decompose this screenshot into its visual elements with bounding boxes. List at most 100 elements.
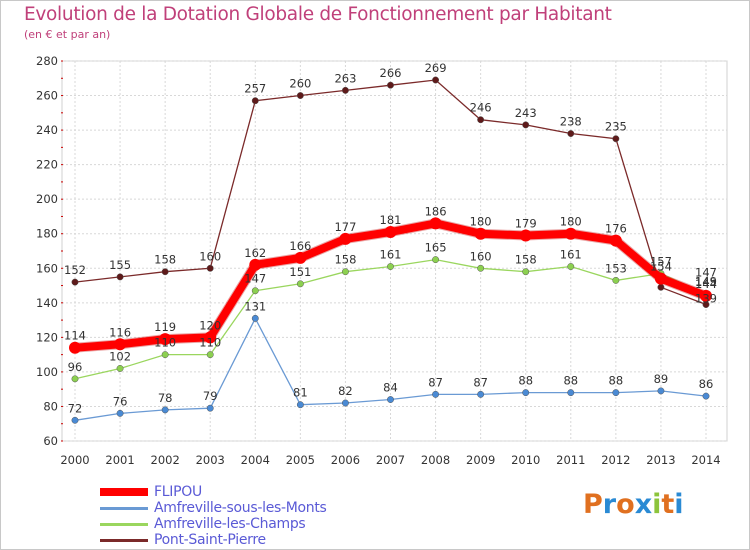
data-point-pont-saint-pierre (657, 283, 665, 291)
legend-label-amfreville-les-champs: Amfreville-les-Champs (154, 516, 306, 532)
data-point-pont-saint-pierre (251, 97, 259, 105)
data-point-pont-saint-pierre (567, 130, 575, 137)
data-label-amfreville-sous-les-monts: 87 (473, 375, 488, 389)
logo-letter: o (616, 489, 635, 520)
y-tick-label: 100 (36, 365, 58, 379)
data-point-flipou (519, 229, 532, 242)
data-point-amfreville-les-champs (432, 256, 440, 264)
data-label-pont-saint-pierre: 269 (425, 61, 447, 75)
x-tick-label: 2004 (241, 453, 270, 467)
data-point-flipou (700, 289, 712, 302)
data-point-pont-saint-pierre (296, 92, 304, 99)
y-tick-label: 60 (43, 434, 58, 448)
data-point-pont-saint-pierre (387, 81, 394, 89)
x-tick-label: 2002 (151, 453, 180, 467)
data-label-pont-saint-pierre: 260 (289, 77, 311, 91)
data-point-pont-saint-pierre (432, 76, 440, 84)
data-label-amfreville-sous-les-monts: 79 (203, 389, 218, 403)
data-label-amfreville-les-champs: 158 (334, 253, 356, 267)
data-point-amfreville-les-champs (612, 276, 620, 284)
data-point-pont-saint-pierre (161, 268, 169, 276)
data-point-amfreville-sous-les-monts (702, 392, 710, 400)
legend-item-pont-saint-pierre: Pont-Saint-Pierre (100, 532, 400, 548)
data-point-flipou (69, 341, 81, 354)
y-tick-label: 80 (43, 399, 58, 413)
data-point-amfreville-les-champs (341, 268, 349, 276)
logo-letter: P (583, 489, 603, 520)
data-label-amfreville-les-champs: 145 (695, 275, 717, 289)
data-point-amfreville-sous-les-monts (612, 389, 620, 397)
data-label-amfreville-les-champs: 161 (380, 248, 402, 262)
x-tick-label: 2006 (331, 453, 360, 467)
data-label-amfreville-sous-les-monts: 88 (518, 374, 533, 388)
legend-label-flipou: FLIPOU (154, 484, 202, 500)
data-point-flipou (654, 272, 667, 285)
data-label-amfreville-les-champs: 110 (199, 336, 221, 350)
data-point-pont-saint-pierre (522, 121, 530, 129)
legend-label-pont-saint-pierre: Pont-Saint-Pierre (154, 532, 266, 548)
data-label-pont-saint-pierre: 152 (64, 263, 86, 277)
data-point-amfreville-les-champs (251, 287, 259, 295)
data-label-pont-saint-pierre: 160 (199, 249, 221, 263)
data-point-amfreville-les-champs (296, 280, 304, 288)
data-label-flipou: 177 (334, 220, 356, 234)
data-point-pont-saint-pierre (612, 135, 620, 143)
data-label-amfreville-sous-les-monts: 76 (113, 394, 128, 408)
data-label-amfreville-les-champs: 151 (289, 265, 311, 279)
data-label-flipou: 176 (605, 222, 627, 236)
data-label-amfreville-les-champs: 161 (560, 248, 582, 262)
data-point-flipou (159, 333, 172, 346)
x-tick-label: 2007 (376, 453, 405, 467)
x-tick-label: 2000 (60, 453, 89, 467)
data-label-flipou: 166 (289, 239, 311, 253)
data-point-amfreville-les-champs (477, 264, 485, 272)
data-point-amfreville-les-champs (522, 268, 530, 276)
data-point-amfreville-les-champs (116, 365, 124, 372)
x-tick-label: 2014 (691, 453, 720, 467)
chart-title: Evolution de la Dotation Globale de Fonc… (24, 4, 612, 25)
data-point-flipou (384, 226, 397, 238)
data-label-amfreville-sous-les-monts: 88 (609, 374, 624, 388)
legend-item-amfreville-sous-les-monts: Amfreville-sous-les-Monts (100, 500, 400, 516)
data-point-flipou (429, 217, 442, 230)
data-label-overlap: 147 (695, 266, 717, 280)
data-label-flipou: 154 (650, 260, 672, 274)
data-point-amfreville-sous-les-monts (161, 406, 169, 414)
data-label-amfreville-les-champs: 158 (515, 253, 537, 267)
legend-swatch-flipou (100, 488, 148, 496)
data-label-amfreville-les-champs: 165 (425, 241, 447, 255)
y-tick-label: 200 (36, 192, 58, 206)
data-point-pont-saint-pierre (341, 86, 349, 94)
x-tick-label: 2009 (466, 453, 495, 467)
legend-item-flipou: FLIPOU (100, 484, 400, 500)
logo-letter: t (661, 489, 675, 520)
data-label-overlap: 149 (695, 274, 717, 288)
data-label-flipou: 114 (64, 329, 86, 343)
data-point-amfreville-sous-les-monts (206, 404, 214, 412)
data-label-pont-saint-pierre: 235 (605, 120, 627, 134)
data-label-amfreville-sous-les-monts: 89 (654, 372, 669, 386)
data-point-amfreville-les-champs (161, 351, 169, 359)
data-label-flipou: 180 (560, 215, 582, 229)
data-point-amfreville-sous-les-monts (251, 314, 259, 322)
data-label-amfreville-sous-les-monts: 131 (244, 299, 266, 313)
data-label-flipou: 120 (199, 318, 221, 332)
logo-letter: i (674, 489, 684, 520)
data-point-flipou (204, 331, 217, 344)
data-label-amfreville-les-champs: 96 (68, 360, 83, 374)
data-label-flipou: 119 (154, 320, 176, 334)
data-point-amfreville-les-champs (567, 263, 575, 270)
data-point-flipou (294, 251, 307, 264)
data-label-flipou: 180 (470, 215, 492, 229)
data-label-amfreville-sous-les-monts: 87 (428, 375, 443, 389)
y-tick-label: 160 (36, 261, 58, 275)
x-tick-label: 2008 (421, 453, 450, 467)
data-point-amfreville-sous-les-monts (522, 389, 530, 397)
y-tick-label: 280 (36, 54, 58, 68)
data-label-amfreville-les-champs: 153 (605, 261, 627, 275)
legend-swatch-amfreville-sous-les-monts (100, 507, 148, 510)
chart-legend: FLIPOU Amfreville-sous-les-Monts Amfrevi… (100, 484, 400, 548)
data-point-amfreville-sous-les-monts (477, 390, 485, 398)
y-tick-label: 140 (36, 296, 58, 310)
data-label-amfreville-sous-les-monts: 86 (699, 377, 714, 391)
